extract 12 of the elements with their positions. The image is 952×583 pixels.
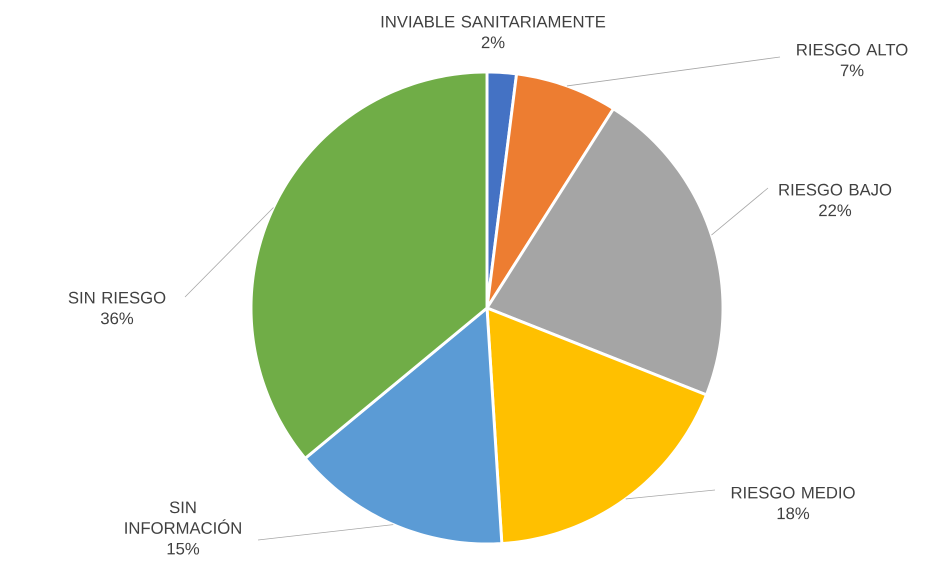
slice-label: RIESGO ALTO (797, 44, 908, 56)
slice-label: RIESGO BAJO (779, 184, 892, 196)
data-label: 7% (840, 64, 864, 76)
data-label: 18% (778, 507, 810, 520)
data-label: 2% (482, 36, 504, 48)
data-label: 22% (819, 204, 852, 216)
data-label: 36% (100, 312, 134, 324)
slice-label: SIN INFORMACIÓN (125, 501, 241, 534)
slice-label: RIESGO MEDIO (732, 486, 855, 499)
data-label: 15% (168, 542, 200, 555)
slice-label: SIN RIESGO (68, 292, 166, 304)
slice-label: INVIABLE SANITARIAMENTE (382, 16, 606, 28)
